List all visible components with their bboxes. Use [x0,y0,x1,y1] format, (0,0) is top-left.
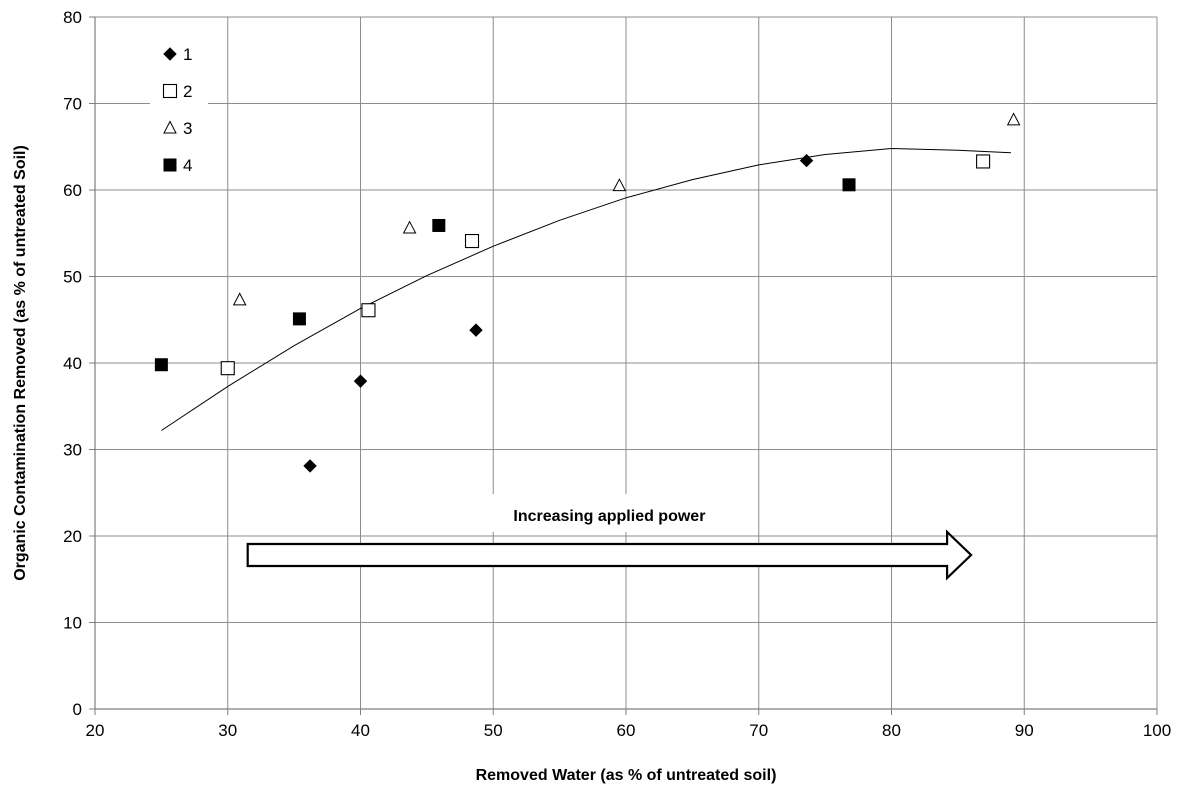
legend-marker [163,120,177,134]
data-point-series-2 [976,154,991,169]
annotation: Increasing applied power [246,494,973,581]
grid-lines [94,16,1158,710]
x-tick-label: 70 [749,721,768,740]
data-point-series-1 [353,374,368,388]
x-tick-label: 90 [1015,721,1034,740]
annotation-text: Increasing applied power [513,508,705,525]
data-point-series-1 [799,153,814,168]
legend-label: 3 [183,119,192,138]
x-tick-label: 50 [484,721,503,740]
x-tick-label: 60 [617,721,636,740]
data-point-series-3 [612,178,627,192]
y-axis-title: Organic Contamination Removed (as % of u… [12,145,29,581]
legend-label: 2 [183,82,192,101]
annotation-text-bg [476,494,743,532]
legend-box [150,36,208,182]
y-tick-label: 40 [63,354,82,373]
y-tick-label: 50 [63,268,82,287]
data-point-series-3 [1006,112,1021,126]
x-tick-label: 40 [351,721,370,740]
x-tick-label: 80 [882,721,901,740]
y-tick-label: 20 [63,527,82,546]
x-tick-label: 30 [218,721,237,740]
trendline-path [161,147,1012,431]
y-tick-label: 60 [63,181,82,200]
legend-label: 1 [183,45,192,64]
annotation-arrow [246,529,973,581]
data-point-series-2 [464,233,480,249]
trendline [161,147,1012,431]
plot-frame [89,16,1158,715]
data-point-series-1 [303,459,317,473]
x-tick-labels: 20 30 40 50 60 70 80 90 100 [86,721,1172,740]
data-point-series-4 [842,178,856,192]
legend-label: 4 [183,156,192,175]
x-tick-label: 100 [1143,721,1171,740]
x-axis-title: Removed Water (as % of untreated soil) [476,767,777,784]
data-point-series-3 [232,292,247,306]
y-tick-label: 80 [63,8,82,27]
legend-marker [162,83,178,99]
legend-marker [163,158,177,172]
y-tick-label: 0 [73,700,82,719]
legend-marker [163,47,177,61]
y-tick-label: 30 [63,441,82,460]
data-point-series-4 [292,312,306,326]
data-point-series-3 [402,220,417,234]
data-point-series-4 [154,358,168,372]
data-point-series-2 [361,303,376,318]
y-tick-label: 10 [63,614,82,633]
y-tick-label: 70 [63,95,82,114]
data-points [154,112,1021,473]
data-point-series-1 [469,323,483,337]
data-point-series-2 [220,361,235,376]
y-tick-labels: 0 10 20 30 40 50 60 70 80 [63,8,82,719]
x-tick-label: 20 [86,721,105,740]
data-point-series-4 [432,218,446,232]
legend: 1 2 3 4 [150,36,208,182]
